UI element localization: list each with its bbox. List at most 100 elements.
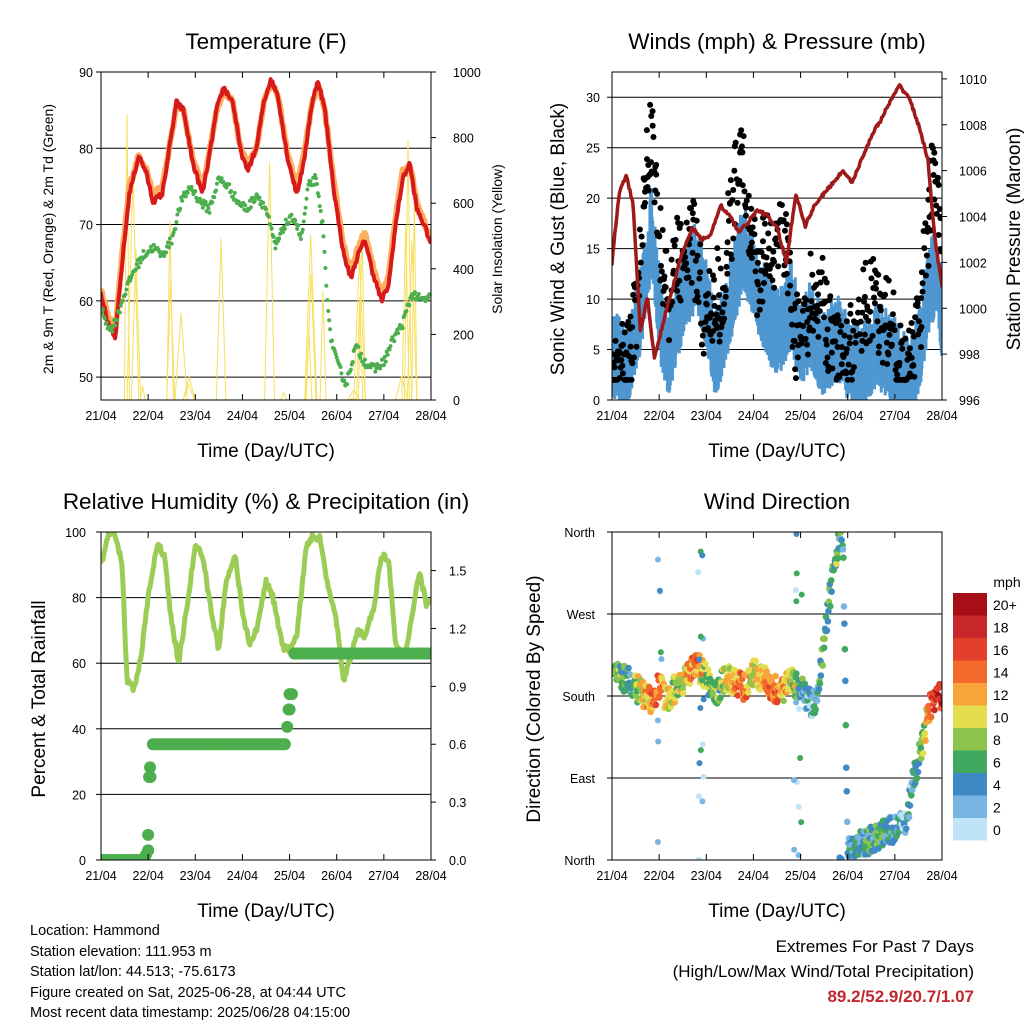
- temperature-xtick-label: 21/04: [85, 409, 116, 423]
- gust-point: [728, 256, 735, 263]
- td-point: [198, 196, 202, 201]
- humidity-y2tick-label: 1.5: [449, 565, 466, 579]
- direction-point: [654, 838, 661, 845]
- direction-point: [921, 730, 929, 737]
- gust-point: [636, 226, 643, 233]
- direction-point: [744, 689, 752, 696]
- direction-point: [734, 692, 742, 699]
- solar-line: [123, 114, 130, 400]
- temperature-ytick-label: 80: [79, 142, 93, 156]
- gust-point: [868, 275, 875, 282]
- td-point: [345, 382, 350, 387]
- gust-point: [754, 312, 761, 319]
- gust-point: [761, 279, 768, 286]
- gust-point: [847, 301, 854, 308]
- legend-label: 18: [993, 620, 1009, 636]
- gust-point: [909, 328, 916, 335]
- gust-point: [908, 354, 915, 361]
- direction-point: [625, 664, 632, 672]
- gust-point: [875, 271, 882, 278]
- direction-point: [821, 635, 828, 643]
- gust-point: [612, 364, 618, 371]
- gust-point: [857, 318, 864, 325]
- gust-point: [862, 259, 869, 266]
- humidity-xtick-label: 22/04: [133, 869, 164, 883]
- gust-point: [891, 327, 898, 334]
- td-point: [301, 219, 306, 224]
- humidity-xtick-label: 23/04: [180, 869, 211, 883]
- td-point: [232, 190, 237, 195]
- legend-swatch: [953, 705, 987, 728]
- humidity-ytick-label: 80: [72, 592, 86, 606]
- td-point: [173, 226, 178, 231]
- gust-point: [721, 301, 728, 308]
- gust-point: [869, 332, 876, 339]
- gust-point: [877, 307, 884, 314]
- humidity-xlabel: Time (Day/UTC): [197, 901, 335, 922]
- gust-point: [671, 242, 678, 249]
- gust-point: [629, 360, 636, 367]
- direction-point: [902, 825, 910, 832]
- precip-point: [282, 703, 295, 716]
- direction-ytick-label: East: [570, 772, 596, 786]
- direction-point: [840, 603, 848, 610]
- gust-point: [867, 308, 874, 315]
- gust-point: [828, 349, 835, 356]
- td-point: [302, 211, 307, 216]
- gust-point: [759, 238, 766, 245]
- gust-point: [847, 310, 854, 317]
- td-point: [388, 344, 393, 349]
- gust-point: [699, 332, 706, 339]
- gust-point: [835, 316, 842, 323]
- gust-point: [888, 341, 895, 348]
- td-point: [314, 182, 319, 187]
- humidity-ytick-label: 0: [79, 854, 86, 868]
- t2m-line: [101, 77, 431, 341]
- td-point: [317, 204, 322, 209]
- precip-point: [283, 688, 296, 701]
- direction-point: [837, 855, 845, 860]
- gust-point: [882, 291, 889, 298]
- gust-point: [846, 334, 853, 341]
- legend-label: 4: [993, 777, 1001, 793]
- gust-point: [781, 227, 788, 234]
- direction-point: [655, 738, 662, 745]
- gust-point: [778, 201, 785, 208]
- td-point: [214, 188, 219, 193]
- gust-point: [714, 245, 721, 252]
- gust-point: [783, 210, 790, 217]
- direction-point: [812, 706, 819, 713]
- gust-point: [685, 274, 692, 281]
- gust-point: [910, 362, 917, 369]
- gust-point: [621, 329, 628, 336]
- direction-point: [652, 701, 660, 709]
- td-point: [320, 219, 325, 224]
- direction-point: [906, 802, 914, 809]
- gust-point: [657, 205, 664, 212]
- td-point: [174, 220, 179, 225]
- gust-point: [832, 338, 839, 345]
- gust-point: [872, 285, 879, 292]
- gust-point: [676, 277, 683, 284]
- gust-point: [739, 182, 746, 189]
- gust-point: [889, 322, 896, 329]
- td-point: [332, 348, 337, 353]
- direction-point: [843, 788, 851, 795]
- gust-point: [871, 300, 878, 307]
- gust-point: [715, 304, 722, 311]
- winds-ylabel-right: Station Pressure (Maroon): [1004, 128, 1024, 351]
- temperature-xtick-label: 27/04: [368, 409, 399, 423]
- temperature-ytick-label: 70: [79, 219, 93, 233]
- temperature-frame: [100, 71, 432, 401]
- gust-point: [709, 337, 716, 344]
- gust-point: [754, 259, 761, 266]
- gust-point: [938, 248, 942, 255]
- td-point: [231, 194, 235, 199]
- td-point: [124, 287, 129, 292]
- td-point: [279, 227, 284, 232]
- gust-point: [616, 375, 623, 382]
- winds-y2tick-label: 1006: [959, 165, 987, 179]
- gust-point: [792, 366, 799, 373]
- direction-xtick-label: 28/04: [926, 869, 957, 883]
- gust-point: [886, 331, 893, 338]
